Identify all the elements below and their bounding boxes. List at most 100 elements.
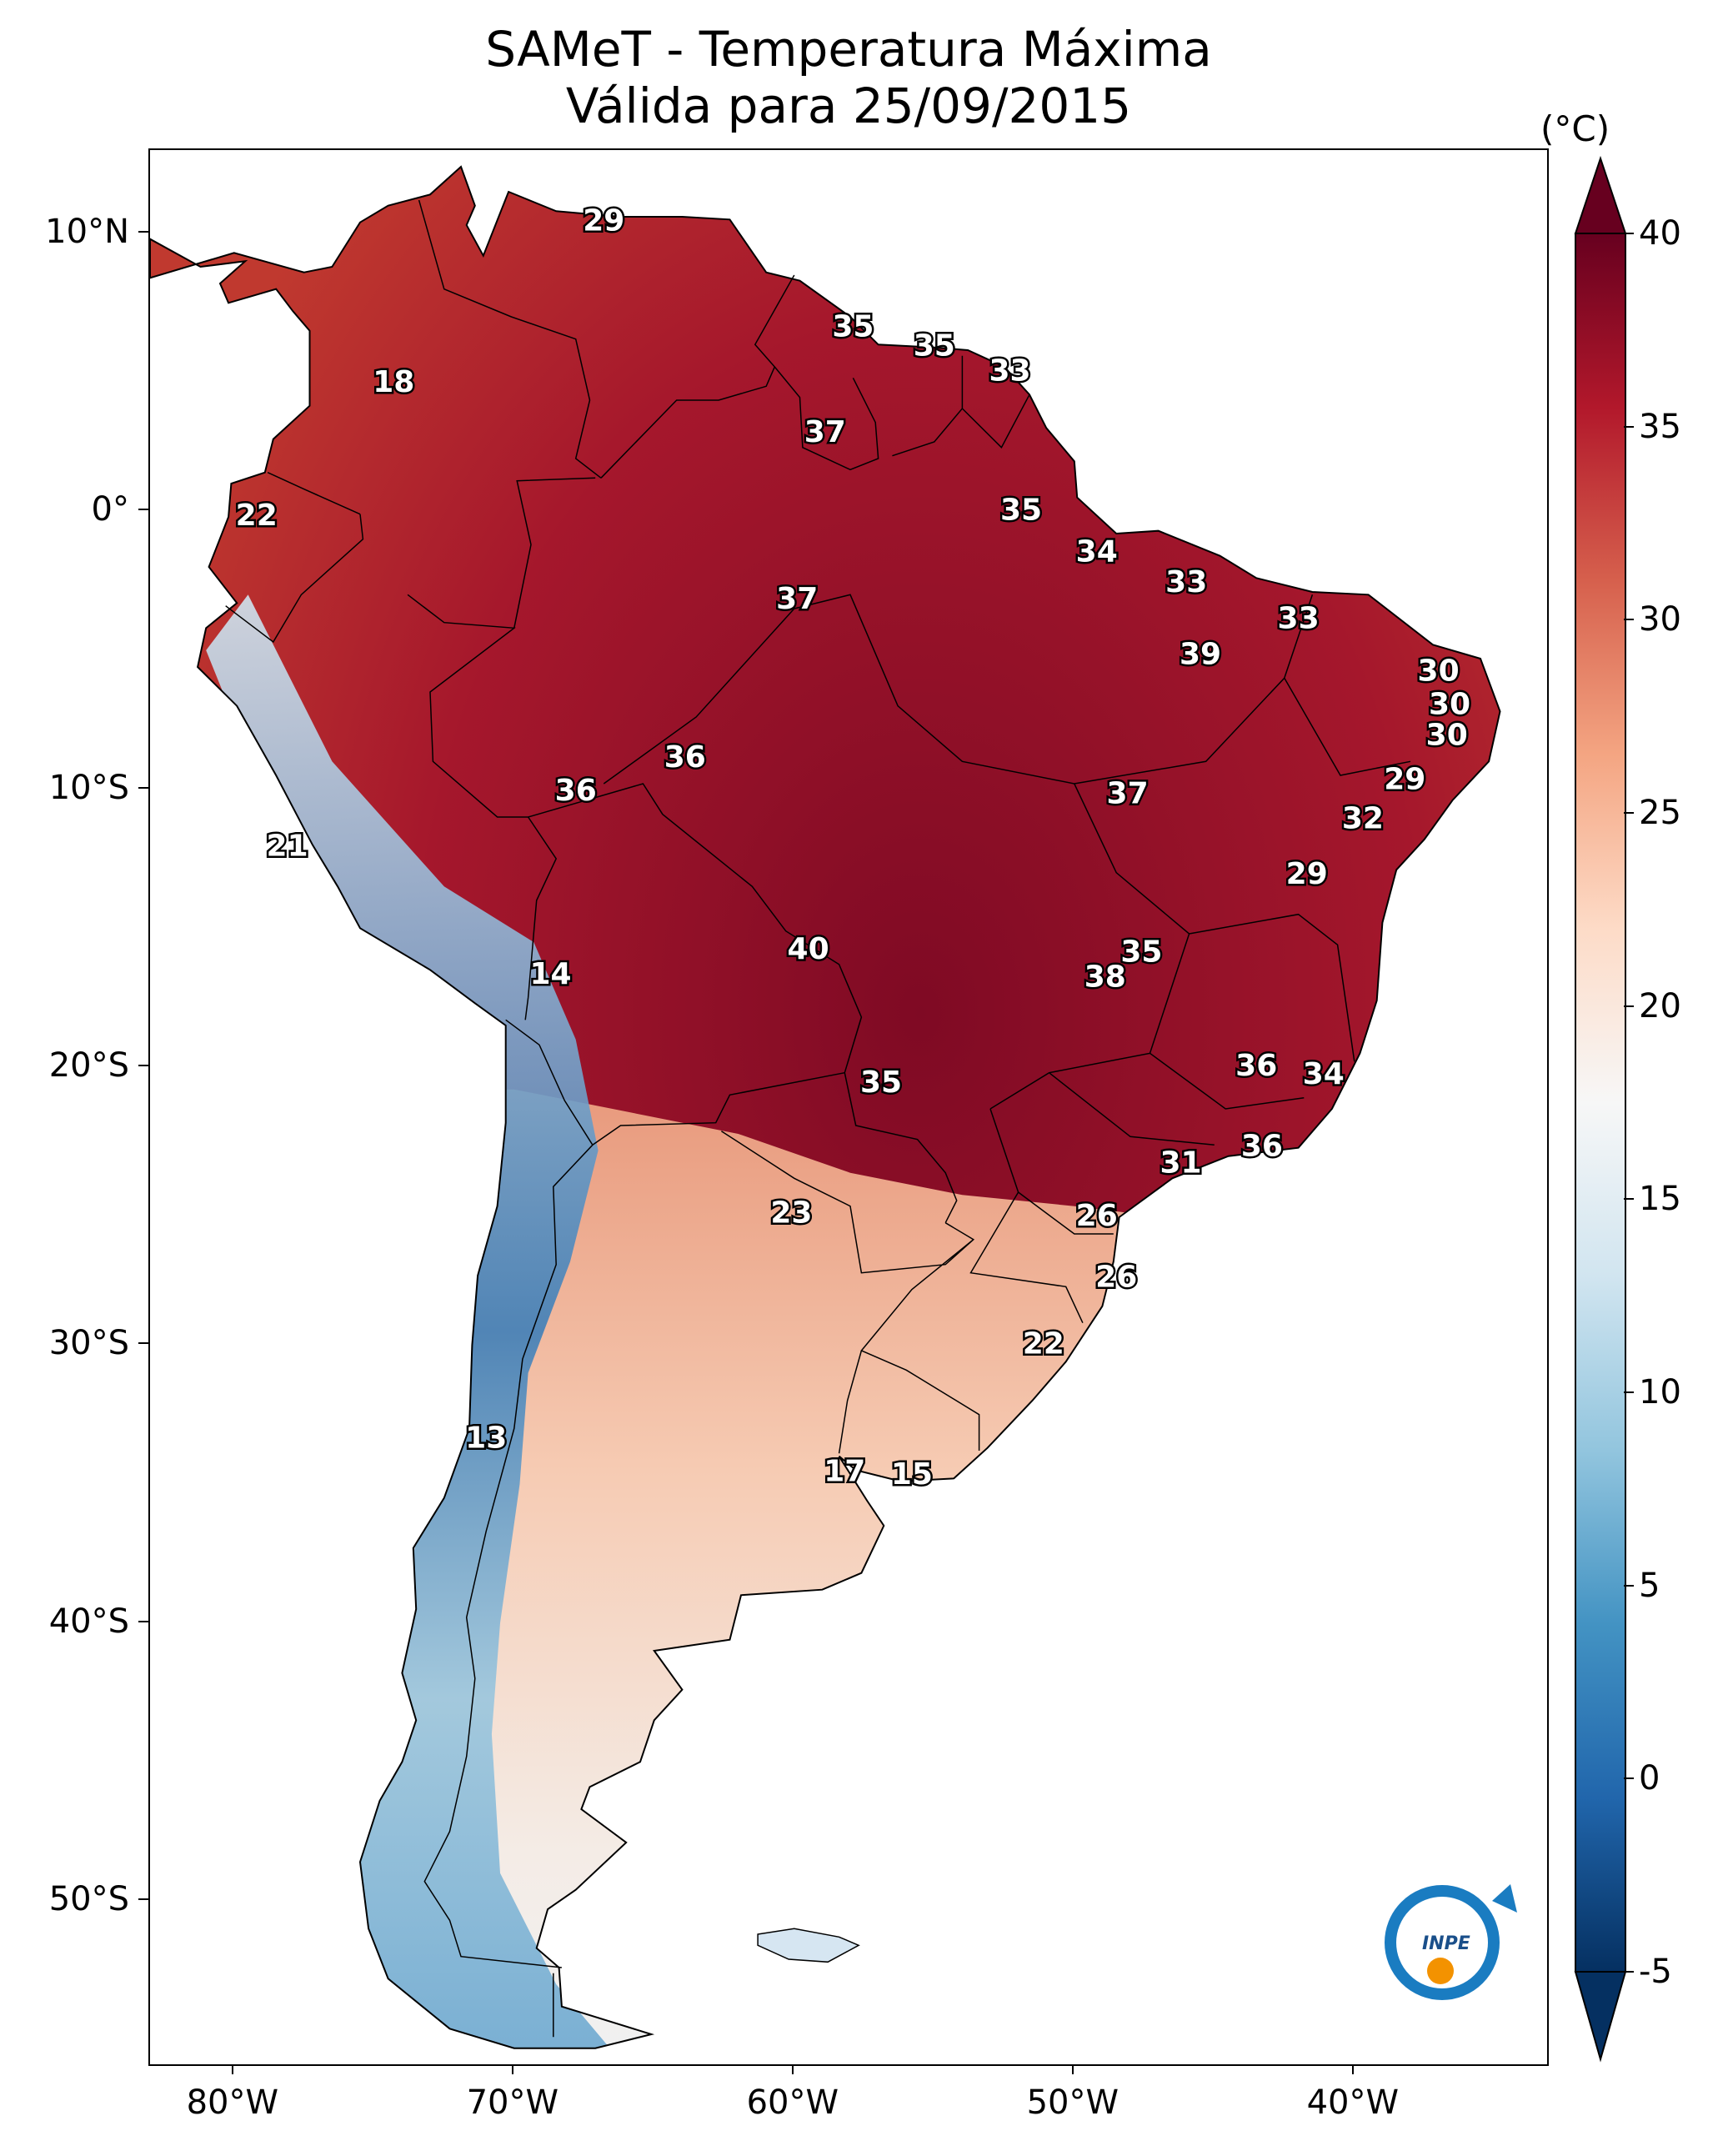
lat-tick	[138, 231, 148, 233]
map-title: SAMeT - Temperatura Máxima	[485, 21, 1212, 78]
logo-ring-icon	[1385, 1885, 1500, 2000]
map-panel: 29 35 35 33 18 37 35 22 34 33 37 33 39 30 30 30 36 29 36 37…	[148, 148, 1549, 2066]
colorbar-tick	[1624, 1391, 1634, 1393]
temperature-label: 22	[1023, 1326, 1064, 1361]
lat-tick	[138, 1898, 148, 1900]
temperature-label: 34	[1076, 534, 1118, 569]
temperature-label: 36	[1241, 1130, 1283, 1164]
andes-cold-band	[206, 594, 627, 2048]
colorbar-tick	[1624, 1005, 1634, 1007]
lon-tick	[511, 2064, 513, 2074]
colorbar-max-extend-icon	[1574, 155, 1627, 234]
temperature-label: 35	[1120, 935, 1162, 969]
temperature-label: 36	[555, 774, 597, 808]
temperature-label: 39	[1180, 638, 1221, 672]
temperature-label: 35	[860, 1065, 902, 1100]
temperature-label: 18	[373, 365, 414, 399]
temperature-label: 29	[1286, 857, 1328, 891]
falkland-islands	[757, 1928, 860, 1963]
colorbar-tick	[1624, 1971, 1634, 1973]
logo-text: INPE	[1422, 1933, 1470, 1954]
coastline	[150, 165, 1501, 2049]
colorbar-tick	[1624, 1777, 1634, 1780]
lon-tick-label: 40°W	[1306, 2083, 1400, 2122]
lon-tick	[791, 2064, 794, 2074]
temperature-label: 26	[1076, 1199, 1118, 1233]
temperature-label: 30	[1418, 654, 1460, 689]
lat-tick-label: 0°	[91, 490, 129, 529]
colorbar-tick	[1624, 1584, 1634, 1587]
temperature-label: 33	[989, 354, 1030, 389]
temperature-label: 23	[770, 1196, 812, 1231]
temperature-label: 22	[236, 499, 278, 533]
lat-tick-label: 20°S	[48, 1046, 129, 1085]
temperature-label: 37	[1107, 776, 1149, 810]
temperature-label: 29	[1384, 763, 1425, 797]
lon-tick	[1071, 2064, 1074, 2074]
lat-tick-label: 40°S	[48, 1602, 129, 1641]
colorbar-tick-label: 0	[1639, 1759, 1660, 1798]
temperature-label: 30	[1426, 718, 1468, 752]
temperature-label: 30	[1429, 688, 1470, 722]
colorbar-tick	[1624, 619, 1634, 621]
map-subtitle: Válida para 25/09/2015	[565, 78, 1132, 134]
temperature-label: 35	[832, 309, 874, 343]
temperature-label: 31	[1160, 1146, 1201, 1181]
lat-tick	[138, 1342, 148, 1345]
logo-arrow-icon	[1492, 1884, 1517, 1913]
colorbar-gradient	[1575, 233, 1625, 1972]
colorbar-tick-label: 25	[1639, 794, 1681, 832]
temperature-label: 40	[788, 932, 829, 966]
temperature-label: 36	[1235, 1049, 1277, 1083]
colorbar-tick-label: 5	[1639, 1566, 1660, 1605]
lon-tick-label: 60°W	[746, 2083, 839, 2122]
temperature-label: 34	[1303, 1057, 1345, 1091]
colorbar-tick	[1624, 425, 1634, 428]
colorbar-tick-label: -5	[1639, 1953, 1672, 1991]
lat-tick	[138, 509, 148, 511]
temperature-label: 33	[1165, 565, 1207, 599]
warm-region	[150, 167, 1500, 2048]
temperature-label: 35	[914, 329, 955, 364]
lon-tick	[231, 2064, 233, 2074]
lat-tick-label: 10°N	[45, 213, 129, 251]
temperature-label: 32	[1342, 801, 1384, 835]
temperature-label: 33	[1278, 601, 1320, 635]
colorbar-unit: (°C)	[1540, 108, 1610, 149]
temperature-label: 37	[804, 415, 846, 449]
temperature-label: 13	[465, 1421, 507, 1456]
colorbar-tick-label: 35	[1639, 407, 1681, 446]
lon-tick	[1351, 2064, 1354, 2074]
colorbar-tick-label: 10	[1639, 1373, 1681, 1411]
temperature-label: 15	[891, 1457, 933, 1492]
temperature-label: 37	[776, 582, 818, 616]
colorbar	[1574, 155, 1627, 2063]
logo-sun-icon	[1427, 1958, 1454, 1984]
lat-tick	[138, 786, 148, 789]
lat-tick-label: 50°S	[48, 1880, 129, 1918]
lat-tick	[138, 1065, 148, 1066]
colorbar-min-extend-icon	[1574, 1971, 1627, 2063]
temperature-label: 35	[1000, 493, 1042, 527]
temperature-label: 38	[1084, 960, 1126, 994]
lon-tick-label: 80°W	[186, 2083, 279, 2122]
country-borders	[225, 199, 1411, 2038]
temperature-label: 21	[267, 830, 308, 864]
colorbar-tick	[1624, 233, 1634, 234]
colorbar-tick	[1624, 1198, 1634, 1201]
lat-tick-label: 30°S	[48, 1324, 129, 1363]
colorbar-tick-label: 40	[1639, 214, 1681, 253]
colorbar-tick	[1624, 812, 1634, 814]
lat-tick	[138, 1620, 148, 1622]
colorbar-frame	[1575, 233, 1626, 1973]
lon-tick-label: 70°W	[466, 2083, 559, 2122]
colorbar-tick-label: 20	[1639, 986, 1681, 1025]
temperature-label: 29	[583, 204, 624, 238]
colorbar-tick-label: 15	[1639, 1180, 1681, 1219]
inpe-logo: INPE	[1385, 1884, 1517, 2000]
lat-tick-label: 10°S	[48, 768, 129, 807]
lon-tick-label: 50°W	[1026, 2083, 1119, 2122]
temperature-label: 36	[664, 740, 706, 775]
